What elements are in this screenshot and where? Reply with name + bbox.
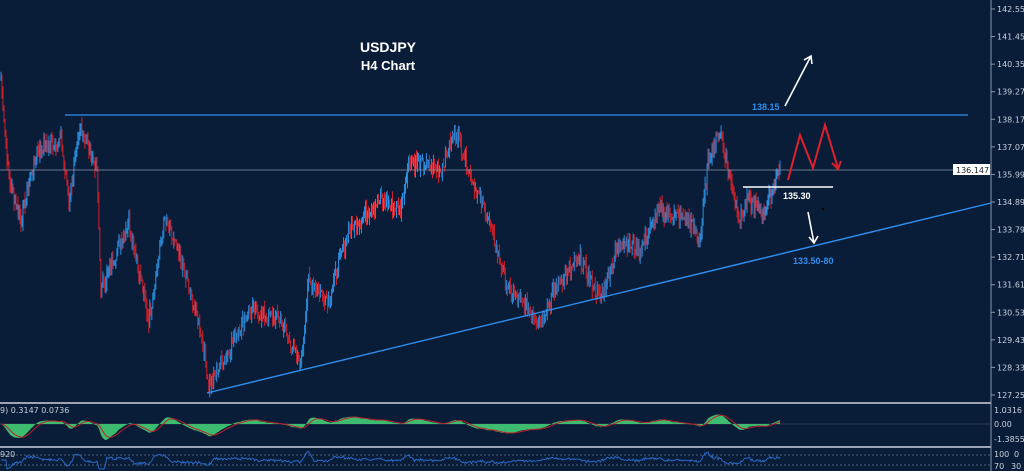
y-tick-label: 134.890 — [997, 198, 1024, 207]
bullish-arrow — [784, 54, 813, 107]
macd-tick: -1.3855 — [994, 435, 1024, 444]
current-price-label: 136.147 — [956, 166, 989, 175]
resistance-label: 138.15 — [752, 102, 780, 112]
bearish-arrow — [807, 211, 819, 245]
macd-histogram — [0, 414, 781, 440]
rsi-tick: 100 — [994, 450, 1009, 459]
candles — [0, 71, 781, 398]
support-label: 135.30 — [783, 191, 811, 201]
macd-tick: 1.0316 — [994, 406, 1022, 415]
y-tick-label: 142.550 — [997, 5, 1024, 14]
y-axis: 142.550 141.450 140.350 139.270 138.170 137.0… — [991, 5, 1024, 400]
y-tick-label: 130.530 — [997, 308, 1024, 317]
y-tick-label: 133.790 — [997, 226, 1024, 235]
y-tick-label: 132.710 — [997, 253, 1024, 262]
target-label: 133.50-80 — [793, 256, 834, 266]
rsi-tick: 0 — [1014, 450, 1019, 459]
y-tick-label: 137.070 — [997, 143, 1024, 152]
rsi-tick: 30 — [1011, 462, 1021, 471]
y-tick-label: 139.270 — [997, 88, 1024, 97]
rsi-label: 920 — [0, 450, 15, 459]
rsi-line — [1, 450, 781, 470]
y-tick-label: 141.450 — [997, 33, 1024, 42]
macd-signal-line — [0, 414, 781, 438]
macd-label: 9) 0.3147 0.0736 — [0, 406, 69, 415]
y-tick-label: 127.250 — [997, 391, 1024, 400]
current-price-box — [953, 164, 990, 175]
macd-tick: 0.00 — [994, 420, 1012, 429]
y-tick-label: 129.430 — [997, 336, 1024, 345]
chart-title: USDJPY — [360, 39, 417, 55]
marker-dot — [821, 207, 825, 211]
y-tick-label: 128.330 — [997, 363, 1024, 372]
y-tick-label: 140.350 — [997, 60, 1024, 69]
rsi-tick: 70 — [994, 462, 1004, 471]
red-zigzag-projection — [787, 121, 842, 181]
y-tick-label: 138.170 — [997, 115, 1024, 124]
ascending-trendline — [206, 202, 992, 394]
chart-subtitle: H4 Chart — [361, 58, 416, 73]
y-tick-label: 131.610 — [997, 281, 1024, 290]
y-tick-label: 135.990 — [997, 170, 1024, 179]
